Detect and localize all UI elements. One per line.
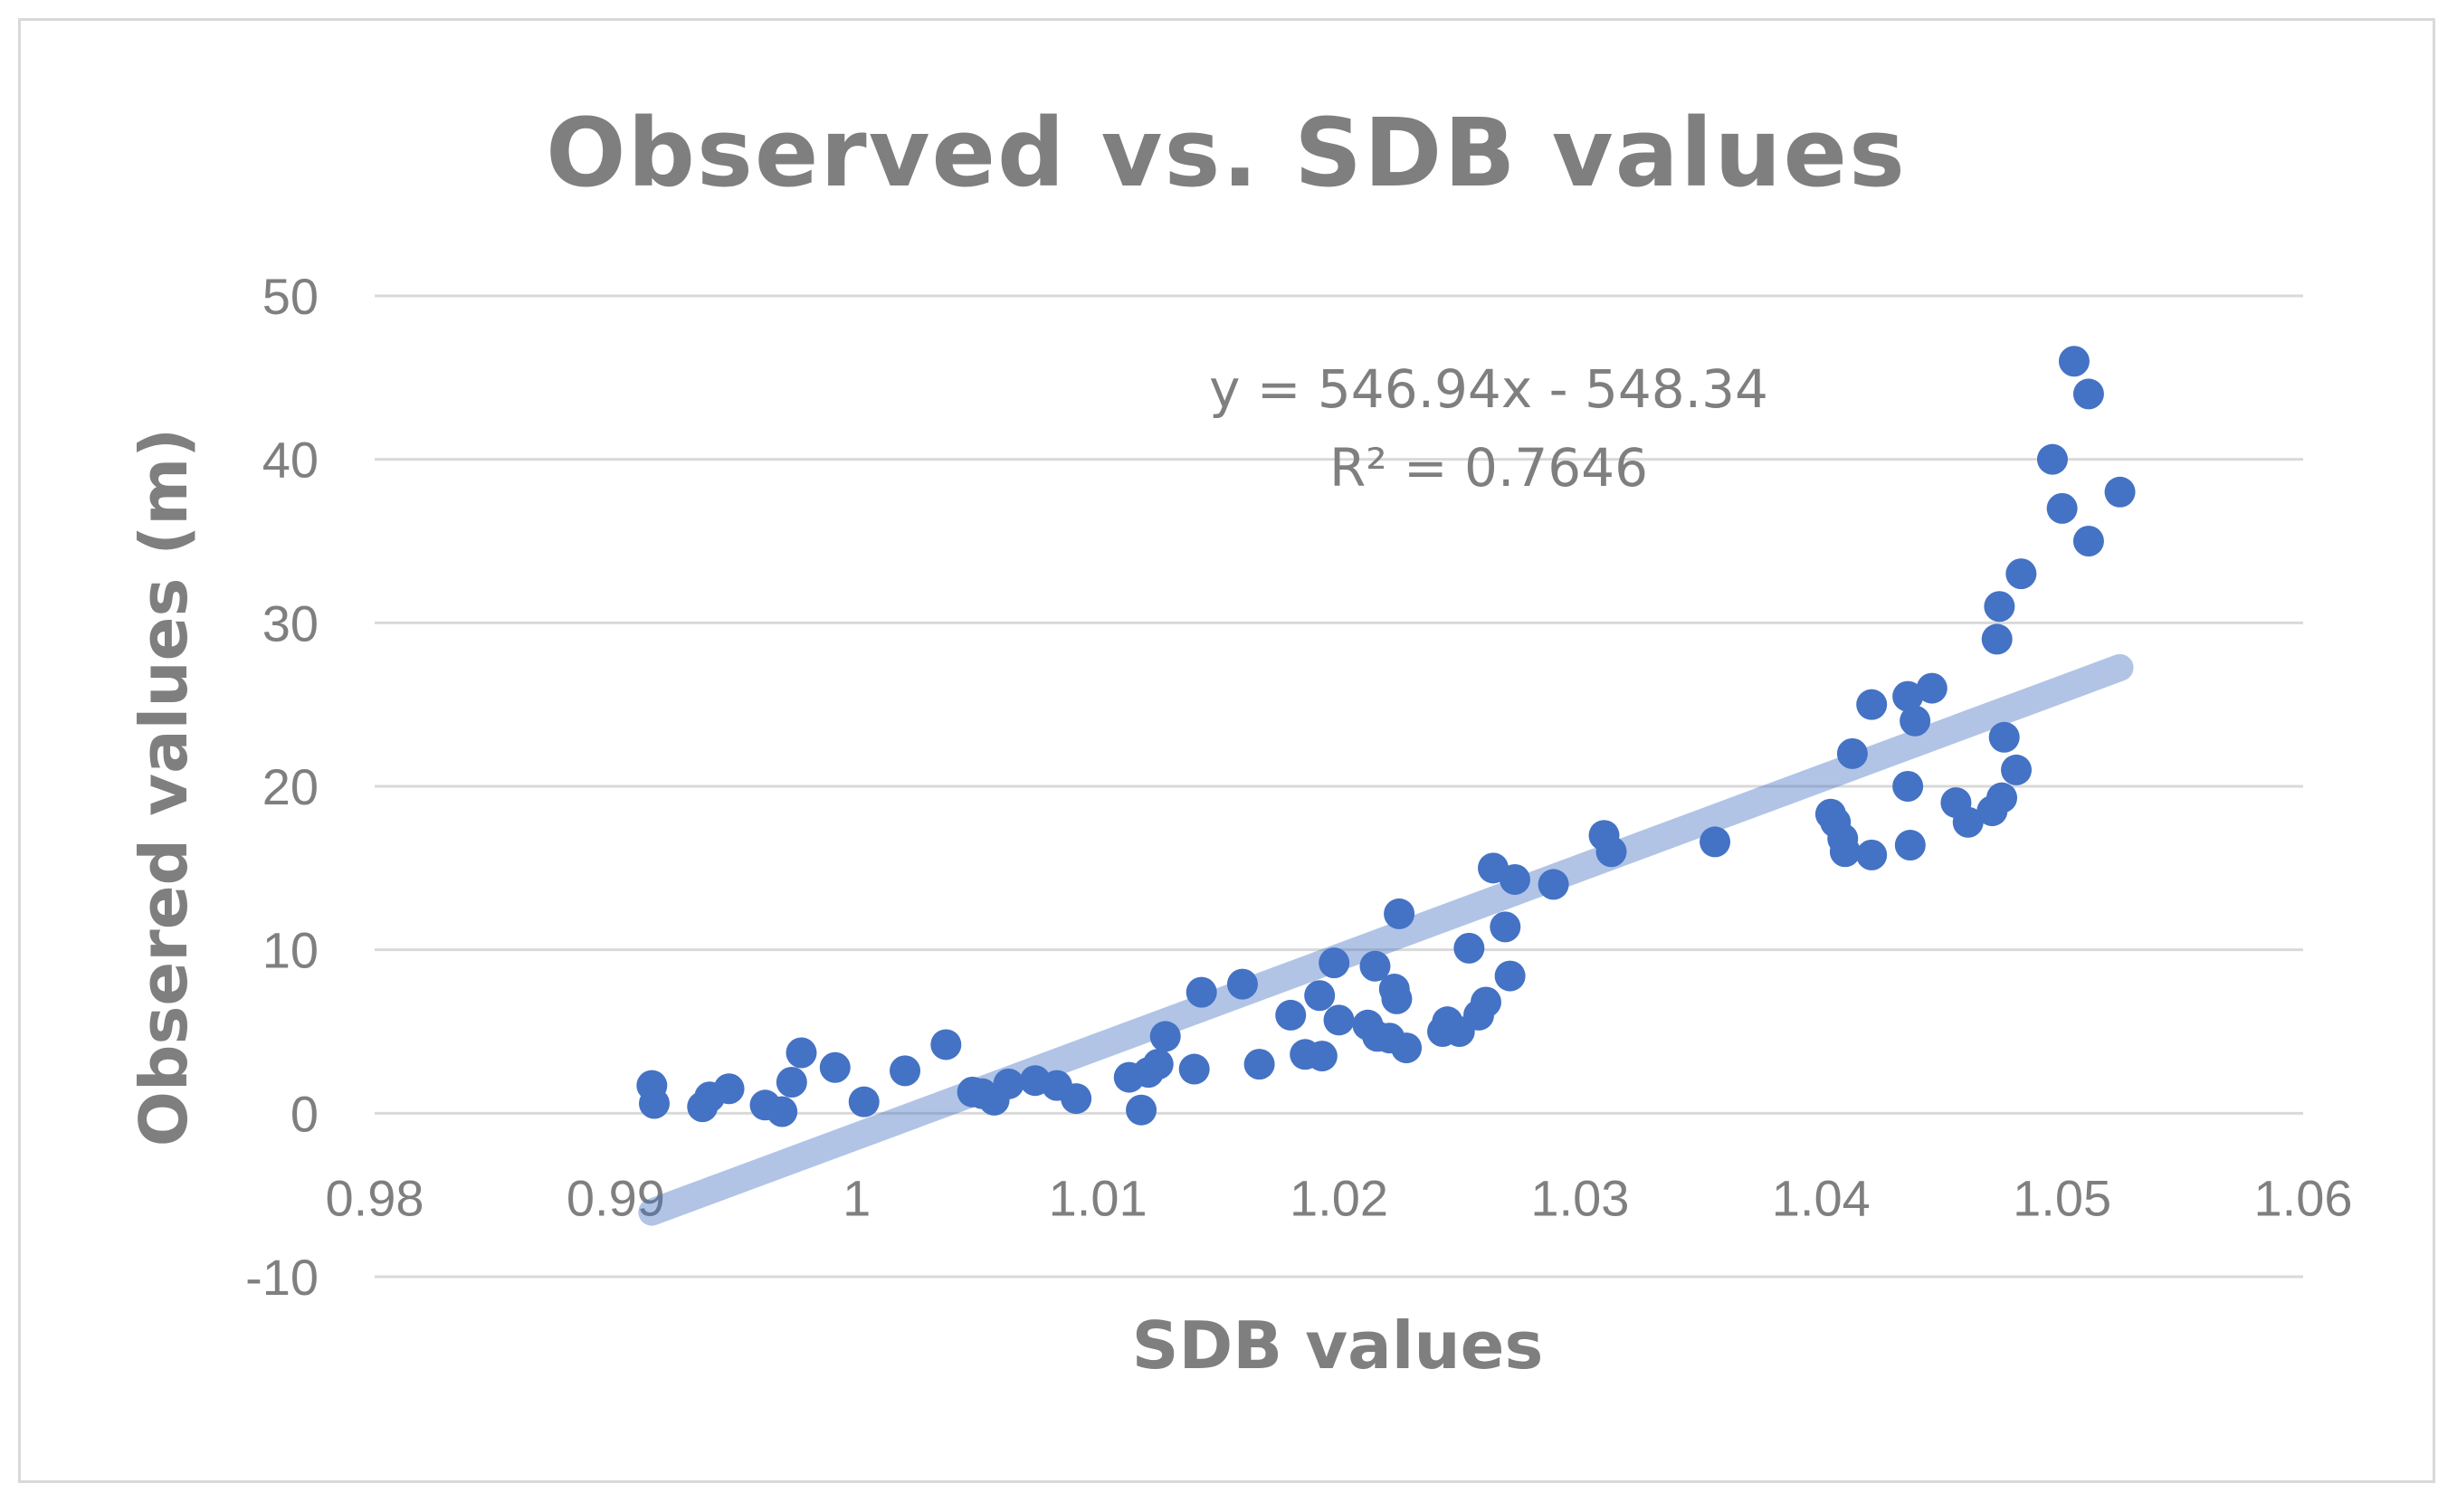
data-point bbox=[1470, 986, 1501, 1018]
data-point bbox=[1894, 830, 1926, 861]
x-tick-label: 0.98 bbox=[326, 1169, 424, 1226]
y-tick-label: 40 bbox=[262, 432, 319, 489]
chart-frame bbox=[18, 18, 2435, 1483]
data-point bbox=[786, 1037, 817, 1069]
data-point bbox=[1900, 705, 1931, 737]
data-point bbox=[2046, 492, 2078, 524]
data-point bbox=[1319, 947, 1350, 979]
y-tick-label: 0 bbox=[290, 1085, 319, 1142]
data-point bbox=[713, 1073, 745, 1105]
x-tick-label: 1.06 bbox=[2254, 1169, 2353, 1226]
data-point bbox=[1892, 680, 1924, 712]
data-point bbox=[1856, 839, 1888, 870]
y-tick-label: 30 bbox=[262, 594, 319, 651]
data-point bbox=[1490, 911, 1521, 943]
x-tick-label: 1.05 bbox=[2013, 1169, 2111, 1226]
data-point bbox=[1243, 1049, 1275, 1080]
data-point bbox=[1916, 672, 1948, 704]
x-tick-label: 0.99 bbox=[567, 1169, 665, 1226]
trendline-layer bbox=[638, 653, 2134, 1226]
data-point bbox=[2072, 526, 2104, 556]
data-point bbox=[1381, 983, 1413, 1014]
data-point bbox=[1275, 999, 1307, 1031]
trendline-equation: y = 546.94x - 548.34 bbox=[1209, 358, 1768, 420]
data-point bbox=[819, 1051, 851, 1083]
x-tick-label: 1.01 bbox=[1049, 1169, 1148, 1226]
data-point bbox=[1149, 1021, 1181, 1052]
data-point bbox=[1538, 869, 1569, 900]
data-point bbox=[2005, 558, 2037, 590]
data-point bbox=[1595, 836, 1627, 868]
data-point bbox=[1186, 976, 1217, 1008]
chart-title: Observed vs. SDB values bbox=[546, 98, 1907, 208]
data-point bbox=[1984, 591, 2015, 623]
data-point bbox=[890, 1055, 921, 1087]
y-tick-label: 10 bbox=[262, 922, 319, 979]
data-point bbox=[1494, 960, 1526, 992]
data-point bbox=[1226, 968, 1258, 1000]
data-point bbox=[1304, 980, 1336, 1012]
y-tick-label: 20 bbox=[262, 758, 319, 815]
data-point bbox=[993, 1068, 1024, 1099]
data-points bbox=[636, 346, 2136, 1127]
data-point bbox=[2001, 754, 2033, 785]
data-point bbox=[1323, 1004, 1355, 1036]
x-tick-label: 1.03 bbox=[1530, 1169, 1629, 1226]
data-point bbox=[1986, 782, 2018, 813]
data-point bbox=[2058, 346, 2090, 377]
data-point bbox=[1384, 898, 1415, 929]
data-point bbox=[1126, 1094, 1157, 1126]
data-point bbox=[1499, 863, 1530, 895]
x-tick-label: 1.02 bbox=[1290, 1169, 1388, 1226]
data-point bbox=[1359, 950, 1391, 982]
x-axis-ticks: 0.98 0.99 1 1.01 1.02 1.03 1.04 1.05 1.06 bbox=[326, 1169, 2353, 1226]
data-point bbox=[767, 1096, 798, 1127]
data-point bbox=[1981, 623, 2013, 655]
x-tick-label: 1.04 bbox=[1772, 1169, 1871, 1226]
y-axis-title: Obsered values (m) bbox=[126, 428, 202, 1146]
data-point bbox=[1142, 1049, 1174, 1080]
data-point bbox=[848, 1086, 880, 1117]
trendline-r2: R² = 0.7646 bbox=[1329, 437, 1648, 499]
data-point bbox=[1178, 1053, 1210, 1085]
data-point bbox=[1061, 1083, 1092, 1115]
data-point bbox=[1988, 721, 2020, 753]
data-point bbox=[2072, 378, 2104, 410]
x-axis-title: SDB values bbox=[1132, 1308, 1544, 1384]
data-point bbox=[1391, 1032, 1423, 1064]
trendline bbox=[638, 653, 2134, 1226]
y-axis-ticks: -10 0 10 20 30 40 50 bbox=[245, 268, 319, 1306]
x-tick-label: 1 bbox=[843, 1169, 871, 1226]
data-point bbox=[638, 1088, 670, 1119]
data-point bbox=[1453, 932, 1485, 964]
data-point bbox=[2036, 443, 2068, 475]
data-point bbox=[2104, 476, 2136, 508]
data-point bbox=[930, 1029, 962, 1060]
data-point bbox=[1700, 826, 1731, 858]
data-point bbox=[1856, 689, 1888, 720]
data-point bbox=[1306, 1041, 1338, 1072]
data-point bbox=[1892, 771, 1924, 802]
y-tick-label: -10 bbox=[245, 1249, 319, 1306]
y-tick-label: 50 bbox=[262, 268, 319, 325]
data-point bbox=[1836, 737, 1868, 769]
data-point bbox=[776, 1067, 807, 1098]
data-point bbox=[1829, 836, 1861, 868]
data-point bbox=[1952, 806, 1984, 838]
